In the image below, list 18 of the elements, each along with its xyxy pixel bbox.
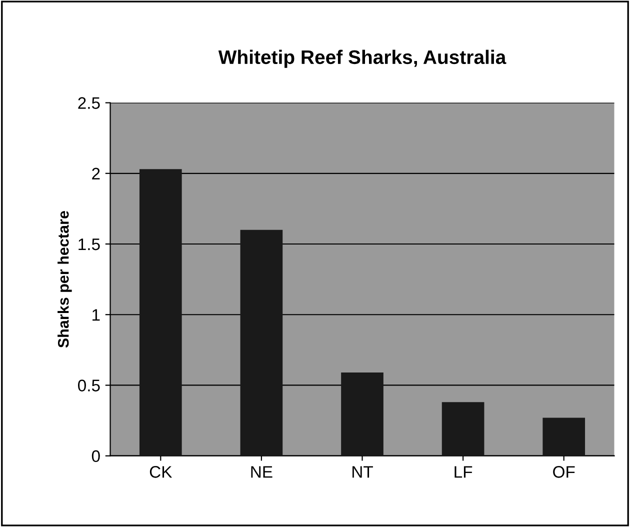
bar [240, 230, 283, 456]
y-axis-title: Sharks per hectare [58, 211, 72, 348]
bar [542, 418, 586, 456]
x-tick-label: NT [352, 466, 373, 478]
bar [139, 169, 182, 456]
y-tick-label: 2 [92, 168, 100, 180]
y-tick-label: 1.5 [78, 238, 100, 250]
x-tick-label: NE [251, 466, 272, 478]
x-tick-label: OF [553, 466, 575, 478]
y-tick-label: 0.5 [78, 380, 100, 392]
y-tick-label: 1 [92, 309, 100, 321]
x-tick-label: LF [454, 466, 472, 478]
chart-title: Whitetip Reef Sharks, Australia [218, 50, 506, 68]
y-tick-label: 0 [92, 450, 100, 462]
y-tick-label: 2.5 [78, 97, 100, 109]
bar [341, 372, 384, 456]
x-tick-label: CK [150, 466, 172, 478]
bar [442, 402, 484, 456]
